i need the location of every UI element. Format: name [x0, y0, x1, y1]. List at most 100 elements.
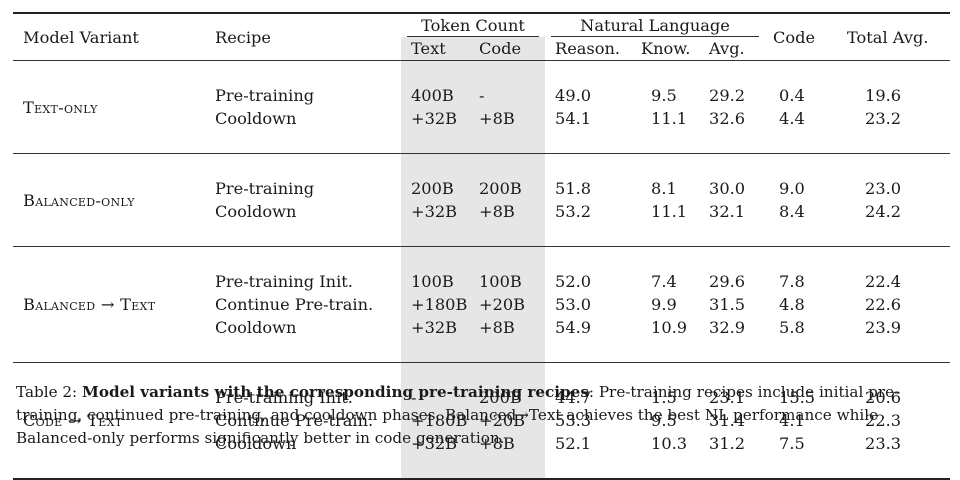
- table-row: Cooldown +32B +8B 54.9 10.9 32.9 5.8 23.9: [13, 316, 950, 339]
- table-row: Balanced-only Pre-training 200B 200B 51.8 8.1…: [13, 177, 950, 210]
- code-score-cell: 7.8: [779, 272, 805, 291]
- code-tokens-cell: 100B: [473, 270, 546, 293]
- group-spacer: [13, 362, 951, 386]
- table-row: Continue Pre-train. +180B +20B 53.3 9.5 31.4 4…: [13, 409, 950, 432]
- header-code-tokens: Code: [473, 37, 546, 61]
- code-score-cell: 15.5: [779, 388, 816, 407]
- total-avg-cell: 22.3: [865, 411, 902, 430]
- text-tokens-cell: +32B: [401, 107, 473, 130]
- reason-cell: 52.0: [555, 272, 592, 291]
- total-avg-cell: 23.2: [865, 109, 902, 128]
- total-avg-cell: 19.6: [865, 86, 902, 105]
- total-avg-cell: 23.3: [865, 434, 902, 453]
- text-tokens-cell: +180B: [401, 409, 473, 432]
- table-row: Code → Text Pre-training Init. -200B 44.7 1.…: [13, 386, 950, 430]
- text-tokens-cell: +32B: [401, 432, 473, 455]
- know-cell: 10.3: [651, 434, 688, 453]
- header-recipe: Recipe: [215, 27, 271, 47]
- recipe-cell: Pre-training: [215, 86, 315, 105]
- caption-body: : Pre-training recipes include initial p…: [16, 383, 900, 447]
- know-cell: 7.4: [651, 272, 677, 291]
- avg-cell: 32.1: [709, 202, 746, 221]
- group-spacer: [13, 455, 951, 479]
- avg-cell: 29.2: [709, 86, 746, 105]
- avg-cell: 31.4: [709, 411, 746, 430]
- reason-cell: 53.0: [555, 295, 592, 314]
- group-spacer: [13, 246, 951, 270]
- reason-cell: 54.9: [555, 318, 592, 337]
- reason-cell: 49.0: [555, 86, 592, 105]
- know-cell: 9.9: [651, 295, 677, 314]
- caption-title: Model variants with the corresponding pr…: [82, 383, 589, 401]
- avg-cell: 32.9: [709, 318, 746, 337]
- text-tokens-cell: +32B: [401, 200, 473, 223]
- total-avg-cell: 23.0: [865, 179, 902, 198]
- group-spacer: [13, 339, 950, 363]
- code-tokens-cell: 200B: [473, 386, 546, 409]
- model-variant-cell: Balanced → Text: [23, 295, 156, 314]
- header-natural-language: Natural Language: [545, 13, 765, 37]
- know-cell: 9.5: [651, 86, 677, 105]
- code-tokens-cell: +8B: [473, 200, 546, 223]
- total-avg-cell: 24.2: [865, 202, 902, 221]
- avg-cell: 23.1: [709, 388, 746, 407]
- table-header: Model Variant Recipe Token Count Natural…: [13, 13, 951, 61]
- reason-cell: 52.1: [555, 434, 592, 453]
- table-row: Cooldown +32B +8B 53.2 11.1 32.1 8.4 24.2: [13, 200, 950, 223]
- know-cell: 1.5: [651, 388, 677, 407]
- code-tokens-cell: +20B: [473, 409, 546, 432]
- avg-cell: 31.2: [709, 434, 746, 453]
- text-tokens-cell: 400B: [401, 84, 473, 107]
- code-score-cell: 7.5: [779, 434, 805, 453]
- recipe-cell: Cooldown: [215, 109, 297, 128]
- header-total-avg: Total Avg.: [847, 27, 929, 47]
- code-score-cell: 4.1: [779, 411, 805, 430]
- code-tokens-cell: +8B: [473, 432, 546, 455]
- reason-cell: 51.8: [555, 179, 592, 198]
- recipe-cell: Pre-training: [215, 179, 315, 198]
- avg-cell: 30.0: [709, 179, 746, 198]
- know-cell: 10.9: [651, 318, 688, 337]
- code-tokens-cell: 200B: [473, 177, 546, 200]
- model-variant-cell: Balanced-only: [23, 190, 135, 210]
- code-tokens-cell: +20B: [473, 293, 546, 316]
- recipe-cell: Continue Pre-train.: [215, 411, 374, 430]
- total-avg-cell: 23.9: [865, 318, 902, 337]
- code-score-cell: 4.4: [779, 109, 805, 128]
- header-reason: Reason.: [555, 39, 621, 58]
- reason-cell: 44.7: [555, 388, 592, 407]
- model-variant-cell: Text-only: [23, 97, 98, 117]
- know-cell: 9.5: [651, 411, 677, 430]
- text-tokens-cell: +32B: [401, 316, 473, 339]
- table-row: Cooldown +32B +8B 52.1 10.3 31.2 7.5 23.3: [13, 432, 950, 455]
- avg-cell: 32.6: [709, 109, 746, 128]
- group-spacer: [13, 60, 951, 84]
- table-row: Balanced → Text Pre-training Init. 100B 100…: [13, 270, 950, 314]
- caption-label: Table 2:: [16, 383, 78, 401]
- table-body: Text-only Pre-training 400B -49.0 9.5 29.2 0.4…: [13, 60, 951, 479]
- table-caption: Table 2: Model variants with the corresp…: [16, 381, 952, 450]
- text-tokens-cell: -: [401, 386, 473, 409]
- header-code: Code: [773, 27, 816, 47]
- paper-page: Model Variant Recipe Token Count Natural…: [13, 13, 952, 479]
- recipe-cell: Pre-training Init.: [215, 388, 353, 407]
- code-tokens-cell: -: [473, 84, 546, 107]
- avg-cell: 29.6: [709, 272, 746, 291]
- code-score-cell: 5.8: [779, 318, 805, 337]
- results-table: Model Variant Recipe Token Count Natural…: [13, 12, 951, 480]
- group-spacer: [13, 153, 951, 177]
- group-spacer: [13, 223, 950, 247]
- recipe-cell: Cooldown: [215, 434, 297, 453]
- code-score-cell: 0.4: [779, 86, 805, 105]
- total-avg-cell: 20.6: [865, 388, 902, 407]
- code-score-cell: 8.4: [779, 202, 805, 221]
- text-tokens-cell: 100B: [401, 270, 473, 293]
- total-avg-cell: 22.4: [865, 272, 902, 291]
- recipe-cell: Pre-training Init.: [215, 272, 353, 291]
- code-tokens-cell: +8B: [473, 316, 546, 339]
- group-spacer: [13, 130, 950, 154]
- text-tokens-cell: +180B: [401, 293, 473, 316]
- reason-cell: 54.1: [555, 109, 592, 128]
- header-text-tokens: Text: [401, 37, 473, 61]
- know-cell: 11.1: [651, 109, 688, 128]
